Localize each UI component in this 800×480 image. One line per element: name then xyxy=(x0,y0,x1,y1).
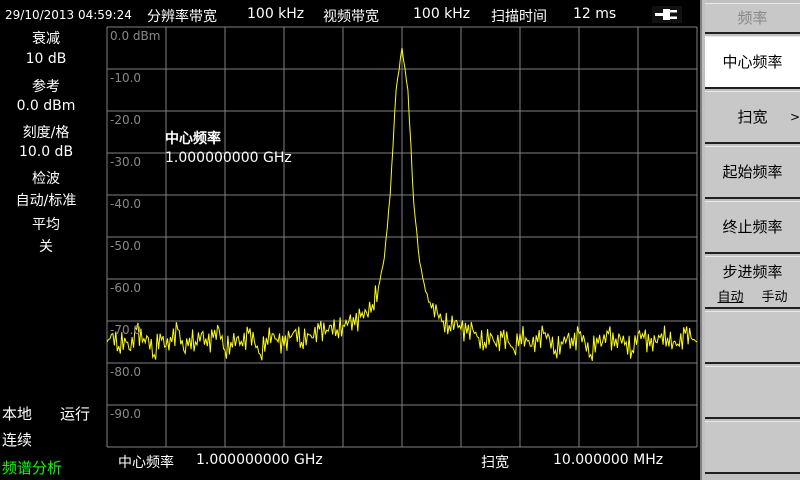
chevron-right-icon: > xyxy=(789,110,800,124)
softkey-step-freq[interactable]: 步进频率 自动 手动 xyxy=(705,256,800,309)
vbw-label: 视频带宽 xyxy=(323,9,379,25)
graticule xyxy=(106,26,698,448)
softkey-empty-2[interactable] xyxy=(705,366,800,419)
average-value: 关 xyxy=(39,239,53,255)
analyzer-mode: 频谱分析 xyxy=(2,459,63,477)
step-auto-option: 自动 xyxy=(717,290,744,305)
detector-value: 自动/标准 xyxy=(15,193,77,209)
scale-label: 刻度/格 xyxy=(22,125,70,141)
datetime: 29/10/2013 04:59:24 xyxy=(5,8,132,22)
atten-label: 衰减 xyxy=(32,31,60,47)
sweep-mode: 连续 xyxy=(2,431,33,449)
step-manual-option: 手动 xyxy=(761,290,788,305)
y-tick-label: -90.0 xyxy=(110,407,142,421)
marker-value: 1.000000000 GHz xyxy=(165,150,292,166)
y-tick-label: -20.0 xyxy=(110,113,142,127)
scale-value: 10.0 dB xyxy=(18,144,74,160)
y-tick-label: -60.0 xyxy=(110,281,142,295)
span-value: 10.000000 MHz xyxy=(553,452,664,468)
softkey-start-freq[interactable]: 起始频率 xyxy=(705,146,800,199)
local-status: 本地 xyxy=(2,405,33,423)
y-tick-label: -10.0 xyxy=(110,71,142,85)
center-freq-label: 中心频率 xyxy=(118,455,174,471)
softkey-panel: 频率 中心频率 扫宽 > 起始频率 终止频率 步进频率 自动 手动 xyxy=(700,0,800,480)
softkey-stop-freq[interactable]: 终止频率 xyxy=(705,201,800,254)
plug-icon xyxy=(652,6,682,23)
softkey-empty-1[interactable] xyxy=(705,311,800,364)
softkey-menu-title: 频率 xyxy=(705,3,800,34)
detector-label: 检波 xyxy=(32,171,60,187)
sweep-time-label: 扫描时间 xyxy=(491,9,547,25)
rbw-value: 100 kHz xyxy=(247,6,305,22)
atten-value: 10 dB xyxy=(25,51,67,67)
span-label: 扫宽 xyxy=(481,455,509,471)
y-tick-label: -50.0 xyxy=(110,239,142,253)
y-tick-label: 0.0 dBm xyxy=(110,29,161,43)
vbw-value: 100 kHz xyxy=(413,6,471,22)
softkey-center-freq[interactable]: 中心频率 xyxy=(705,36,800,89)
y-tick-label: -80.0 xyxy=(110,365,142,379)
rbw-label: 分辨率带宽 xyxy=(147,9,217,25)
softkey-step-label: 步进频率 xyxy=(722,263,783,281)
average-label: 平均 xyxy=(32,217,60,233)
sweep-time-value: 12 ms xyxy=(573,6,617,22)
ref-label: 参考 xyxy=(32,79,60,95)
softkey-span-label: 扫宽 xyxy=(737,108,768,126)
run-status: 运行 xyxy=(60,405,91,423)
y-tick-label: -40.0 xyxy=(110,197,142,211)
softkey-empty-3[interactable] xyxy=(705,421,800,474)
softkey-span[interactable]: 扫宽 > xyxy=(705,91,800,144)
spectrum-trace xyxy=(106,47,698,362)
center-freq-value: 1.000000000 GHz xyxy=(196,452,323,468)
marker-label: 中心频率 xyxy=(165,131,221,147)
ref-value: 0.0 dBm xyxy=(16,98,76,114)
y-tick-label: -30.0 xyxy=(110,155,142,169)
y-tick-label: -70.0 xyxy=(110,323,142,337)
